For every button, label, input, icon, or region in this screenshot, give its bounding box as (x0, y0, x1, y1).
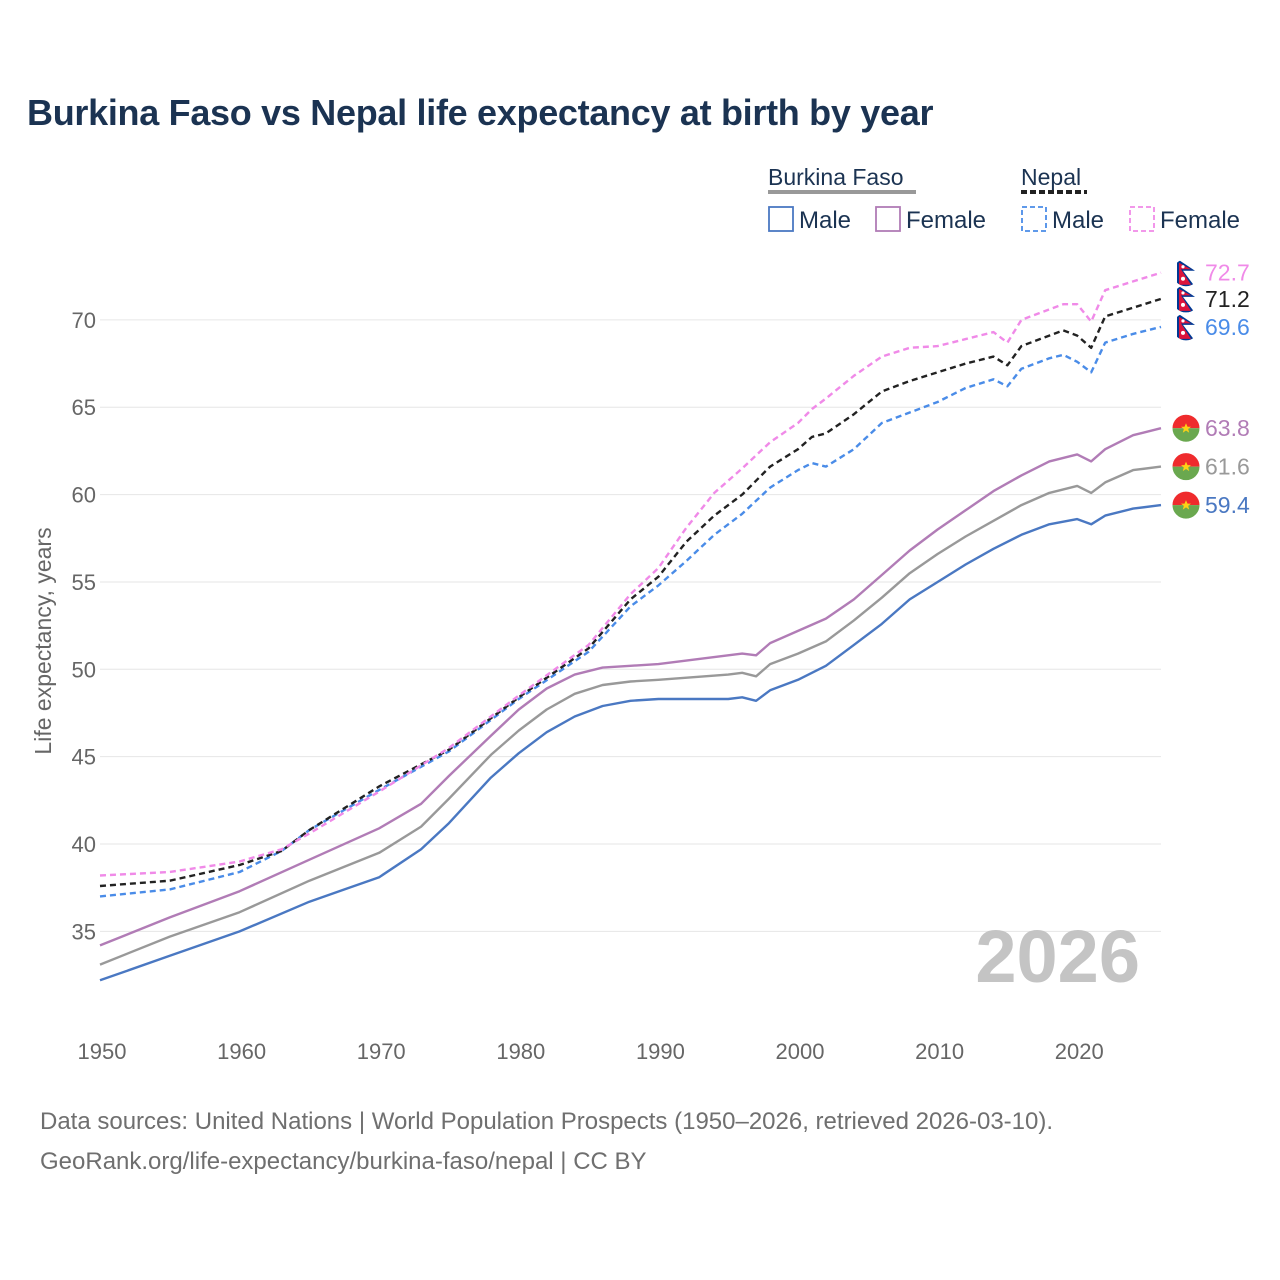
legend-item-label[interactable]: Male (1052, 207, 1104, 234)
burkina-faso-flag-icon (1171, 490, 1201, 520)
end-value-label: 71.2 (1205, 286, 1250, 312)
source-note: Data sources: United Nations | World Pop… (40, 1108, 1054, 1135)
end-value-label: 69.6 (1205, 314, 1250, 340)
x-tick-label: 2000 (776, 1039, 825, 1064)
y-tick-label: 45 (72, 745, 96, 770)
y-tick-label: 35 (72, 919, 96, 944)
series-lines (99, 271, 1162, 982)
end-value-label: 72.7 (1205, 260, 1250, 286)
nepal-flag-icon (1171, 312, 1201, 342)
series-line-nepal-male (99, 325, 1162, 898)
legend-group-title: Burkina Faso (768, 164, 904, 190)
year-watermark: 2026 (975, 915, 1140, 998)
legend-swatch[interactable] (768, 206, 794, 232)
legend-item-label[interactable]: Female (906, 207, 986, 234)
series-line-nepal-total (99, 297, 1162, 888)
end-value-label: 59.4 (1205, 492, 1250, 518)
y-axis-label: Life expectancy, years (30, 527, 56, 754)
burkina-faso-flag-icon (1171, 413, 1201, 443)
end-value-label: 63.8 (1205, 415, 1250, 441)
series-line-burkina-faso-male (99, 503, 1162, 982)
y-tick-label: 70 (72, 308, 96, 333)
y-tick-label: 40 (72, 832, 96, 857)
x-tick-label: 1990 (636, 1039, 685, 1064)
legend-swatch[interactable] (1021, 206, 1047, 232)
y-axis: 35 40 45 50 55 60 65 70 (72, 308, 96, 944)
legend-swatch[interactable] (875, 206, 901, 232)
credit-link[interactable]: GeoRank.org/life-expectancy/burkina-faso… (40, 1148, 647, 1175)
nepal-flag-icon (1171, 258, 1201, 288)
y-tick-label: 55 (72, 570, 96, 595)
x-axis: 1950 1960 1970 1980 1990 2000 2010 2020 (78, 1039, 1104, 1064)
legend[interactable]: Burkina Faso Male Female Nepal Male Female (768, 164, 1240, 234)
legend-swatch[interactable] (1129, 206, 1155, 232)
legend-group-title: Nepal (1021, 164, 1081, 190)
y-tick-label: 60 (72, 483, 96, 508)
end-value-label: 61.6 (1205, 454, 1250, 480)
burkina-faso-flag-icon (1171, 452, 1201, 482)
legend-item-label[interactable]: Male (799, 207, 851, 234)
series-line-burkina-faso-female (99, 427, 1162, 947)
x-tick-label: 2020 (1055, 1039, 1104, 1064)
nepal-flag-icon (1171, 284, 1201, 314)
series-line-nepal-female (99, 271, 1162, 877)
y-tick-label: 65 (72, 395, 96, 420)
grid-lines (100, 319, 1161, 932)
legend-item-label[interactable]: Female (1160, 207, 1240, 234)
x-tick-label: 1950 (78, 1039, 127, 1064)
series-line-burkina-faso-total (99, 465, 1162, 966)
y-tick-label: 50 (72, 657, 96, 682)
x-tick-label: 2010 (915, 1039, 964, 1064)
end-labels: 59.4 61.6 63.8 69.671.272.7 (1171, 258, 1250, 520)
x-tick-label: 1970 (357, 1039, 406, 1064)
x-tick-label: 1960 (217, 1039, 266, 1064)
x-tick-label: 1980 (496, 1039, 545, 1064)
chart-title: Burkina Faso vs Nepal life expectancy at… (27, 92, 934, 133)
